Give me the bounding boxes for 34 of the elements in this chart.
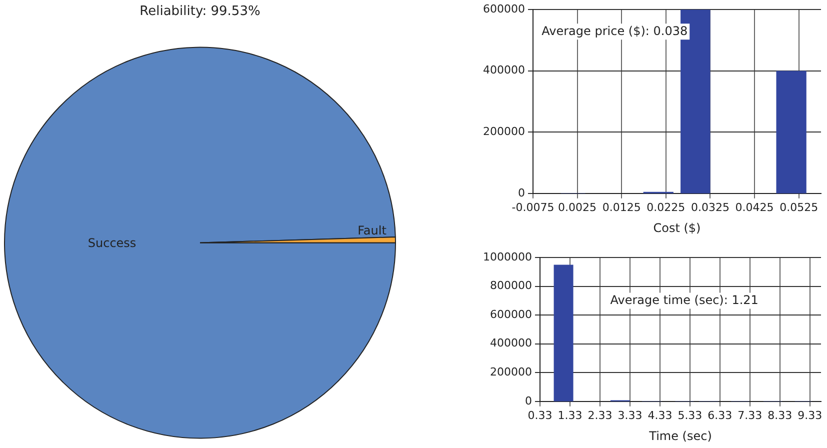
- slice-label: Success: [88, 236, 136, 250]
- x-tick-label: 4.33: [648, 408, 672, 422]
- y-tick-label: 600000: [490, 308, 532, 321]
- x-axis-title: Time (sec): [648, 428, 712, 443]
- x-tick-label: 2.33: [588, 408, 612, 422]
- y-tick-label: 400000: [482, 64, 525, 77]
- x-tick-label: -0.0075: [512, 200, 554, 214]
- x-tick-label: 7.33: [738, 408, 762, 422]
- x-tick-label: 5.33: [678, 408, 702, 422]
- annotation: Average time (sec): 1.21: [610, 292, 758, 307]
- y-tick-label: 200000: [482, 124, 525, 138]
- y-tick-label: 200000: [490, 366, 532, 378]
- y-tick-label: 1000000: [482, 250, 532, 264]
- y-tick-label: 0: [518, 186, 525, 200]
- chart-title: Reliability: 99.53%: [140, 4, 260, 20]
- x-tick-label: 0.0525: [780, 200, 818, 214]
- y-tick-label: 600000: [482, 2, 525, 16]
- x-tick-label: 0.0025: [558, 200, 597, 214]
- y-tick-label: 0: [524, 394, 532, 408]
- x-tick-label: 9.33: [798, 408, 822, 422]
- x-tick-label: 6.33: [708, 408, 732, 422]
- slice-label: Fault: [358, 223, 387, 238]
- x-tick-label: 0.33: [528, 408, 552, 422]
- x-tick-label: 1.33: [558, 408, 582, 422]
- y-tick-label: 400000: [490, 336, 532, 350]
- x-tick-label: 0.0425: [735, 200, 774, 214]
- x-tick-label: 8.33: [768, 408, 792, 422]
- x-tick-label: 3.33: [618, 408, 642, 422]
- x-axis-title: Cost ($): [653, 220, 701, 235]
- x-tick-label: 0.0325: [690, 200, 730, 214]
- y-tick-label: 800000: [490, 279, 532, 292]
- x-tick-label: 0.0225: [646, 200, 686, 214]
- x-tick-label: 0.0125: [602, 200, 641, 214]
- annotation: Average price ($): 0.038: [542, 24, 688, 38]
